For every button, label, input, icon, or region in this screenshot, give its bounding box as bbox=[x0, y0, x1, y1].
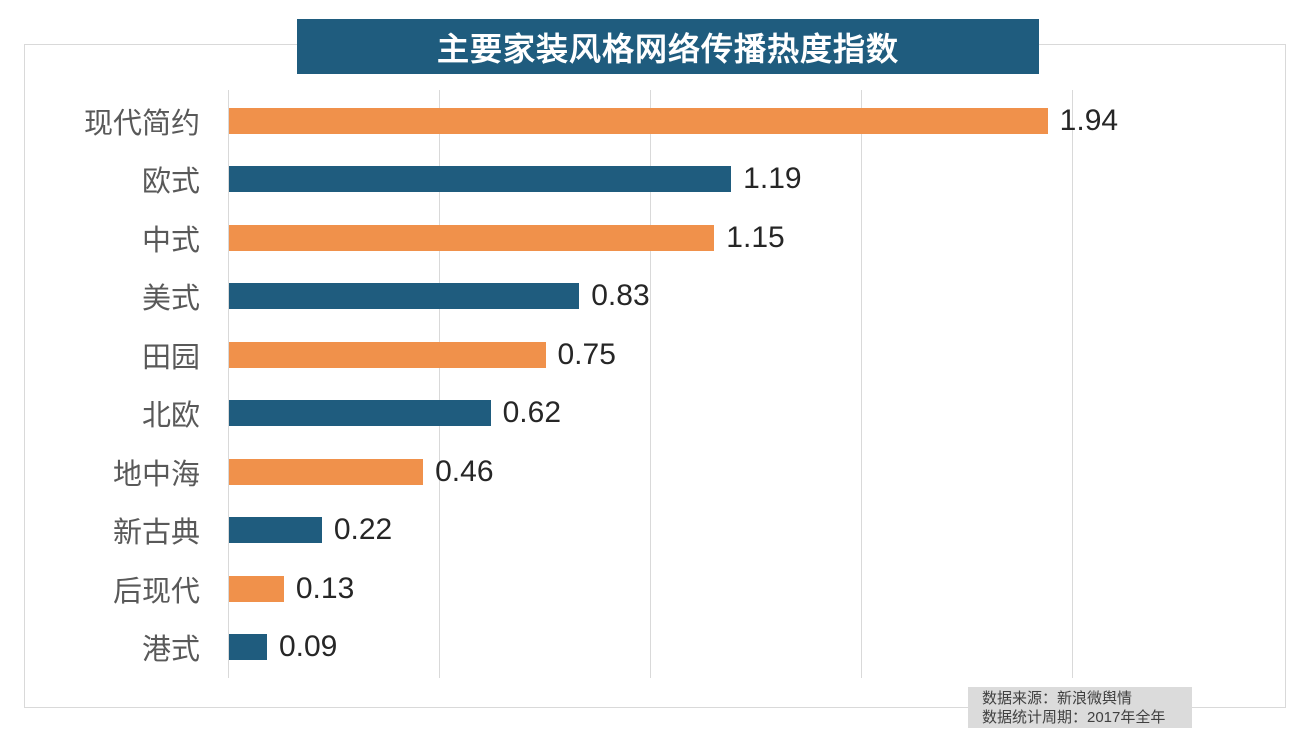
source-line-2: 数据统计周期：2017年全年 bbox=[982, 709, 1166, 726]
bar bbox=[229, 634, 267, 661]
value-label: 0.83 bbox=[591, 279, 650, 313]
gridline-x-0 bbox=[228, 90, 229, 678]
bar bbox=[229, 283, 580, 310]
value-label: 0.62 bbox=[502, 396, 562, 430]
value-label: 0.13 bbox=[295, 571, 355, 605]
category-label: 港式 bbox=[141, 634, 200, 667]
category-label: 欧式 bbox=[141, 166, 200, 199]
value-label: 0.09 bbox=[278, 630, 338, 664]
bar bbox=[229, 108, 1048, 134]
source-line-1: 数据来源：新浪微舆情 bbox=[982, 690, 1133, 707]
chart-title: 主要家装风格网络传播热度指数 bbox=[436, 30, 899, 67]
gridline-x-1 bbox=[650, 90, 651, 678]
value-label: 1.19 bbox=[743, 162, 802, 196]
value-label: 1.94 bbox=[1059, 104, 1119, 137]
gridline-x-1.5 bbox=[861, 90, 862, 678]
source-note: 数据来源：新浪微舆情 数据统计周期：2017年全年 bbox=[968, 687, 1192, 728]
category-label: 美式 bbox=[141, 283, 200, 316]
category-label: 地中海 bbox=[112, 458, 200, 491]
bar bbox=[229, 166, 732, 193]
bar bbox=[229, 517, 322, 544]
category-label: 现代简约 bbox=[83, 108, 200, 140]
value-label: 0.22 bbox=[333, 513, 393, 547]
bar bbox=[229, 341, 546, 368]
bar bbox=[229, 575, 284, 602]
bar bbox=[229, 400, 491, 427]
bar bbox=[229, 224, 715, 251]
category-label: 北欧 bbox=[141, 400, 200, 433]
category-label: 中式 bbox=[141, 224, 200, 257]
value-label: 0.75 bbox=[557, 337, 616, 371]
bar bbox=[229, 458, 424, 485]
value-label: 0.46 bbox=[435, 454, 494, 488]
gridline-x-0.5 bbox=[439, 90, 440, 678]
category-label: 新古典 bbox=[112, 517, 200, 550]
category-label: 田园 bbox=[141, 341, 200, 374]
gridline-x-2 bbox=[1072, 90, 1073, 678]
value-label: 1.15 bbox=[726, 220, 785, 254]
chart-title-box: 主要家装风格网络传播热度指数 bbox=[297, 19, 1039, 74]
category-label: 后现代 bbox=[112, 575, 200, 608]
